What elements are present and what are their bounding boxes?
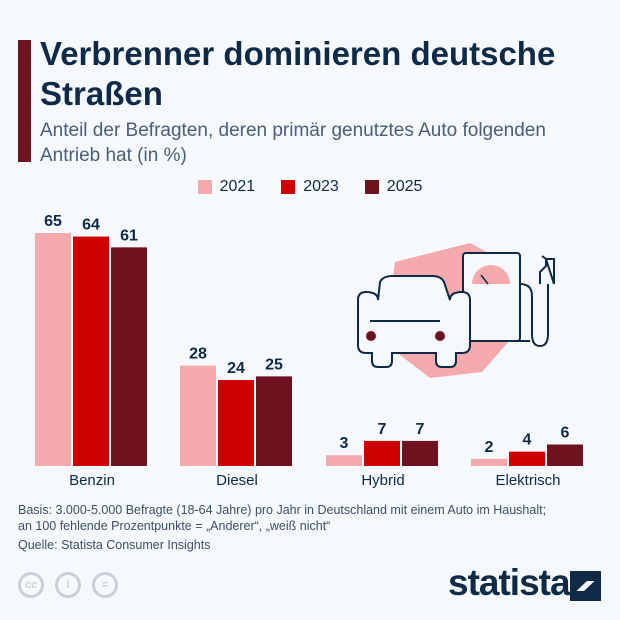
bar-Elektrisch-2023: [509, 451, 545, 466]
category-label: Hybrid: [361, 472, 404, 489]
bar-Hybrid-2021: [326, 455, 362, 466]
data-label: 24: [227, 360, 245, 377]
legend-swatch: [281, 180, 296, 194]
data-label: 3: [340, 435, 349, 452]
data-label: 2: [485, 439, 494, 456]
data-label: 25: [265, 356, 283, 373]
category-label: Elektrisch: [495, 472, 560, 489]
bar-Elektrisch-2021: [471, 458, 507, 466]
chart-title: Verbrenner dominieren deutsche Straßen: [40, 35, 556, 112]
bar-Hybrid-2025: [402, 440, 438, 466]
legend-label: 2025: [386, 178, 423, 195]
data-label: 64: [82, 217, 100, 234]
bar-Benzin-2021: [35, 233, 71, 466]
nd-icon[interactable]: =: [92, 572, 118, 598]
bar-Diesel-2023: [218, 379, 254, 466]
data-label: 65: [44, 213, 62, 230]
legend-swatch: [197, 180, 212, 194]
statista-logo[interactable]: statista: [448, 562, 571, 603]
data-label: 6: [561, 424, 570, 441]
cc-icon[interactable]: cc: [18, 572, 44, 598]
bar-Diesel-2021: [180, 365, 216, 466]
source: Quelle: Statista Consumer Insights: [18, 538, 211, 552]
title-accent-bar: [18, 40, 31, 162]
data-label: 61: [120, 227, 138, 244]
bar-Elektrisch-2025: [547, 444, 583, 466]
legend-swatch: [364, 180, 379, 194]
legend: 2021 2023 2025: [0, 178, 620, 196]
footnote-line: an 100 fehlende Prozentpunkte = „Anderer…: [18, 519, 331, 533]
bar-Hybrid-2023: [364, 440, 400, 466]
footnote-line: Basis: 3.000-5.000 Befragte (18-64 Jahre…: [18, 503, 547, 517]
category-label: Benzin: [69, 472, 115, 489]
bar-Benzin-2023: [73, 236, 109, 466]
legend-item-2021: 2021: [197, 178, 256, 196]
footnote: Basis: 3.000-5.000 Befragte (18-64 Jahre…: [18, 502, 546, 534]
by-icon[interactable]: i: [55, 572, 81, 598]
bar-Diesel-2025: [256, 376, 292, 466]
data-label: 7: [378, 421, 387, 438]
bar-Benzin-2025: [111, 247, 147, 466]
category-label: Diesel: [216, 472, 258, 489]
legend-label: 2021: [219, 178, 256, 195]
data-label: 4: [523, 432, 532, 449]
legend-label: 2023: [303, 178, 339, 195]
chart-subtitle: Anteil der Befragten, deren primär genut…: [40, 120, 546, 166]
legend-item-2023: 2023: [281, 178, 339, 196]
data-label: 28: [189, 346, 207, 363]
data-label: 7: [416, 421, 425, 438]
legend-item-2025: 2025: [364, 178, 423, 196]
